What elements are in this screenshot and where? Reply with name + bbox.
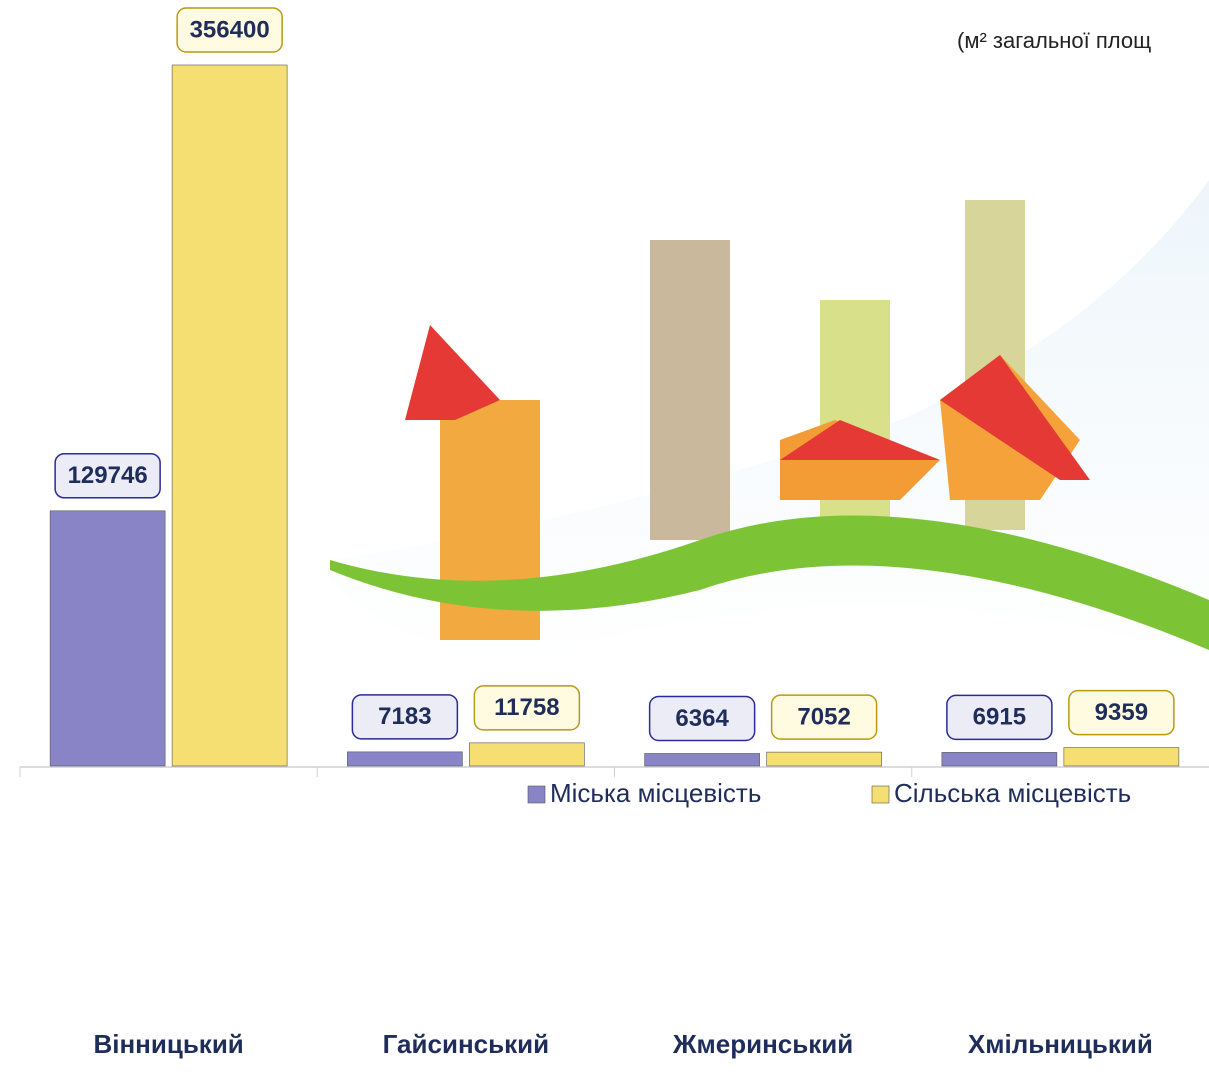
unit-note: (м² загальної площ xyxy=(957,28,1151,53)
value-label: 356400 xyxy=(190,16,270,43)
value-label-box xyxy=(176,7,283,53)
value-label: 7052 xyxy=(797,703,850,730)
value-label-box xyxy=(473,685,581,731)
x-tick-label: Хмільницький xyxy=(968,1029,1153,1059)
bar xyxy=(347,751,463,767)
value-label: 9359 xyxy=(1095,699,1148,726)
bar xyxy=(1063,747,1180,767)
legend-label: Міська місцевість xyxy=(550,778,761,808)
bar xyxy=(469,742,585,767)
bar xyxy=(941,752,1058,767)
value-label: 129746 xyxy=(68,462,148,489)
value-label-box xyxy=(1068,689,1175,736)
value-label: 7183 xyxy=(378,703,431,730)
legend-swatch xyxy=(527,785,546,804)
bar xyxy=(766,751,882,767)
value-label: 11758 xyxy=(494,694,559,721)
value-label-box xyxy=(54,453,161,499)
value-label: 6364 xyxy=(675,705,729,732)
value-label-box xyxy=(351,694,459,740)
x-tick-label: Вінницький xyxy=(93,1029,243,1059)
bar xyxy=(171,64,288,767)
bar xyxy=(644,753,760,767)
x-tick-label: Гайсинський xyxy=(383,1029,549,1059)
value-label: 6915 xyxy=(973,704,1026,731)
legend-swatch xyxy=(871,785,890,804)
value-label-box xyxy=(946,694,1053,741)
bar xyxy=(49,510,166,767)
decorative-illustration xyxy=(330,180,1209,660)
value-label-box xyxy=(770,694,878,740)
value-label-box xyxy=(648,695,756,742)
x-tick-label: Жмеринський xyxy=(672,1029,853,1059)
legend-label: Сільська місцевість xyxy=(894,778,1131,808)
